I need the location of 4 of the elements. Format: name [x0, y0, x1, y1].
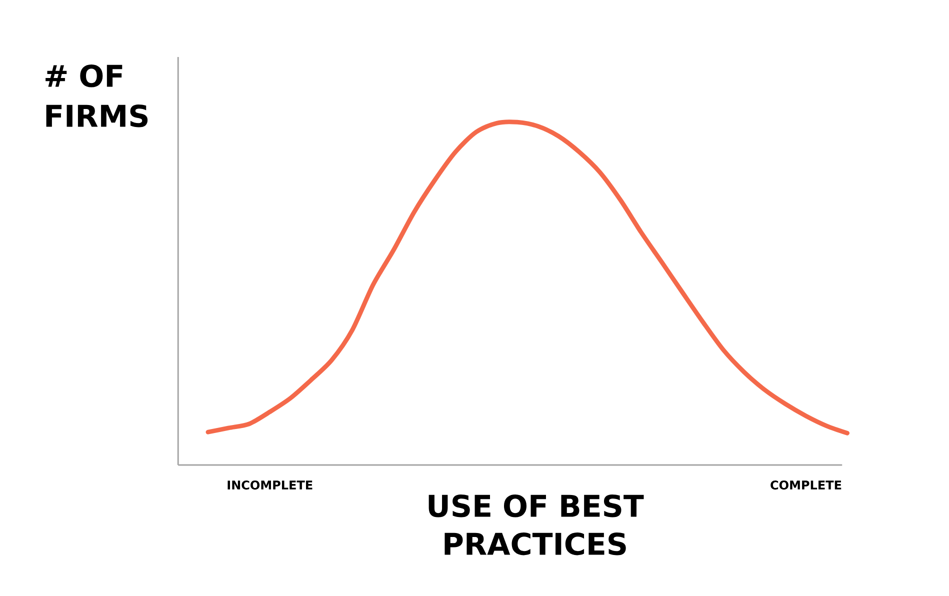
x-tick-label: COMPLETE [770, 480, 842, 490]
y-axis-title: # OF FIRMS [46, 64, 148, 128]
x-axis-title: USE OF BEST PRACTICES [428, 494, 644, 556]
x-tick-label: INCOMPLETE [228, 480, 312, 490]
